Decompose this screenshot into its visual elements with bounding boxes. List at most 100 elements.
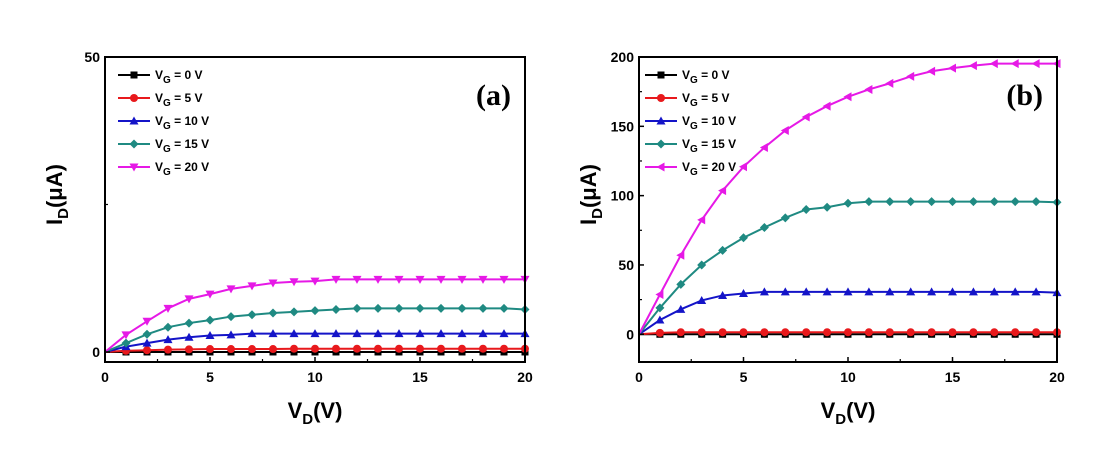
marker-triangle-up (822, 287, 832, 296)
marker-circle (906, 328, 915, 337)
marker-diamond (184, 318, 194, 328)
x-tick-label: 15 (412, 369, 428, 385)
marker-triangle-up (927, 287, 937, 296)
marker-circle (657, 94, 665, 102)
x-tick-label: 0 (101, 369, 109, 385)
marker-triangle-left (968, 61, 977, 71)
marker-triangle-up (801, 287, 811, 296)
marker-triangle-down (394, 275, 404, 284)
marker-circle (185, 345, 193, 354)
marker-diamond (1010, 197, 1020, 207)
marker-triangle-up (247, 329, 257, 338)
marker-circle (479, 344, 487, 353)
marker-triangle-down (268, 279, 278, 288)
marker-triangle-up (739, 289, 748, 298)
marker-triangle-up (676, 304, 686, 313)
marker-triangle-up (436, 329, 446, 338)
marker-triangle-left (718, 186, 727, 196)
marker-triangle-left (885, 78, 894, 88)
marker-triangle-up (268, 329, 278, 338)
series-G3 (638, 197, 1062, 335)
marker-triangle-up (129, 116, 139, 125)
legend-item: VG = 0 V (118, 68, 202, 86)
series-G2 (638, 287, 1062, 336)
marker-triangle-up (656, 116, 666, 125)
marker-circle (676, 328, 685, 337)
marker-triangle-up (780, 287, 790, 296)
marker-circle (416, 344, 424, 353)
marker-triangle-up (499, 329, 509, 338)
marker-triangle-left (948, 63, 956, 73)
marker-triangle-left (759, 143, 768, 153)
marker-diamond (906, 197, 916, 207)
marker-diamond (415, 303, 425, 313)
legend: VG = 0 V VG = 5 V VG = 10 V VG = 15 V VG = 2… (118, 68, 209, 178)
legend-item: VG = 10 V (118, 114, 209, 132)
marker-circle (206, 345, 214, 354)
marker-triangle-left (739, 162, 747, 172)
marker-diamond (948, 197, 957, 207)
marker-triangle-up (718, 290, 728, 299)
marker-triangle-left (927, 66, 936, 76)
marker-diamond (247, 310, 257, 320)
marker-circle (885, 328, 894, 337)
x-axis-label: VD(V) (288, 398, 343, 428)
marker-triangle-down (478, 275, 488, 284)
marker-triangle-up (205, 330, 215, 339)
marker-circle (500, 344, 508, 353)
marker-triangle-down (310, 277, 320, 286)
marker-diamond (226, 312, 236, 322)
marker-triangle-up (310, 329, 320, 338)
marker-diamond (843, 198, 853, 208)
legend-item: VG = 0 V (645, 68, 729, 86)
marker-diamond (864, 197, 874, 207)
y-tick-label: 100 (611, 188, 635, 204)
marker-triangle-left (1031, 59, 1040, 69)
marker-triangle-left (655, 289, 664, 299)
legend-item: VG = 15 V (645, 137, 736, 155)
marker-circle (802, 328, 811, 337)
marker-diamond (394, 303, 404, 313)
marker-diamond (759, 223, 769, 233)
marker-diamond (927, 197, 937, 207)
marker-triangle-up (352, 329, 362, 338)
marker-triangle-down (247, 282, 257, 291)
marker-triangle-left (697, 215, 706, 225)
marker-circle (760, 328, 769, 337)
x-axis-label: VD(V) (821, 398, 876, 428)
marker-diamond (655, 303, 665, 313)
marker-triangle-up (373, 329, 383, 338)
marker-diamond (289, 307, 299, 317)
marker-diamond (968, 197, 978, 207)
marker-triangle-down (373, 275, 383, 284)
marker-circle (1011, 328, 1020, 337)
marker-diamond (885, 197, 895, 207)
marker-diamond (822, 202, 832, 212)
marker-circle (332, 344, 340, 353)
marker-triangle-up (697, 295, 707, 304)
marker-diamond (656, 139, 666, 149)
marker-diamond (718, 245, 728, 255)
marker-triangle-up (184, 332, 194, 341)
marker-circle (739, 328, 748, 337)
marker-triangle-up (394, 329, 404, 338)
x-tick-label: 15 (945, 369, 961, 385)
marker-triangle-up (226, 330, 236, 339)
marker-triangle-up (864, 287, 874, 296)
series-G2 (104, 329, 530, 353)
marker-diamond (457, 303, 467, 313)
marker-circle (948, 328, 957, 337)
marker-triangle-up (885, 287, 895, 296)
legend-label: VG = 20 V (682, 160, 736, 178)
marker-triangle-up (457, 329, 467, 338)
marker-diamond (780, 213, 790, 223)
marker-circle (437, 344, 445, 353)
marker-diamond (697, 260, 707, 270)
marker-square (130, 71, 138, 79)
marker-triangle-down (499, 275, 509, 284)
y-tick-label: 150 (611, 118, 635, 134)
marker-circle (969, 328, 978, 337)
marker-diamond (331, 304, 341, 314)
marker-triangle-down (415, 275, 425, 284)
